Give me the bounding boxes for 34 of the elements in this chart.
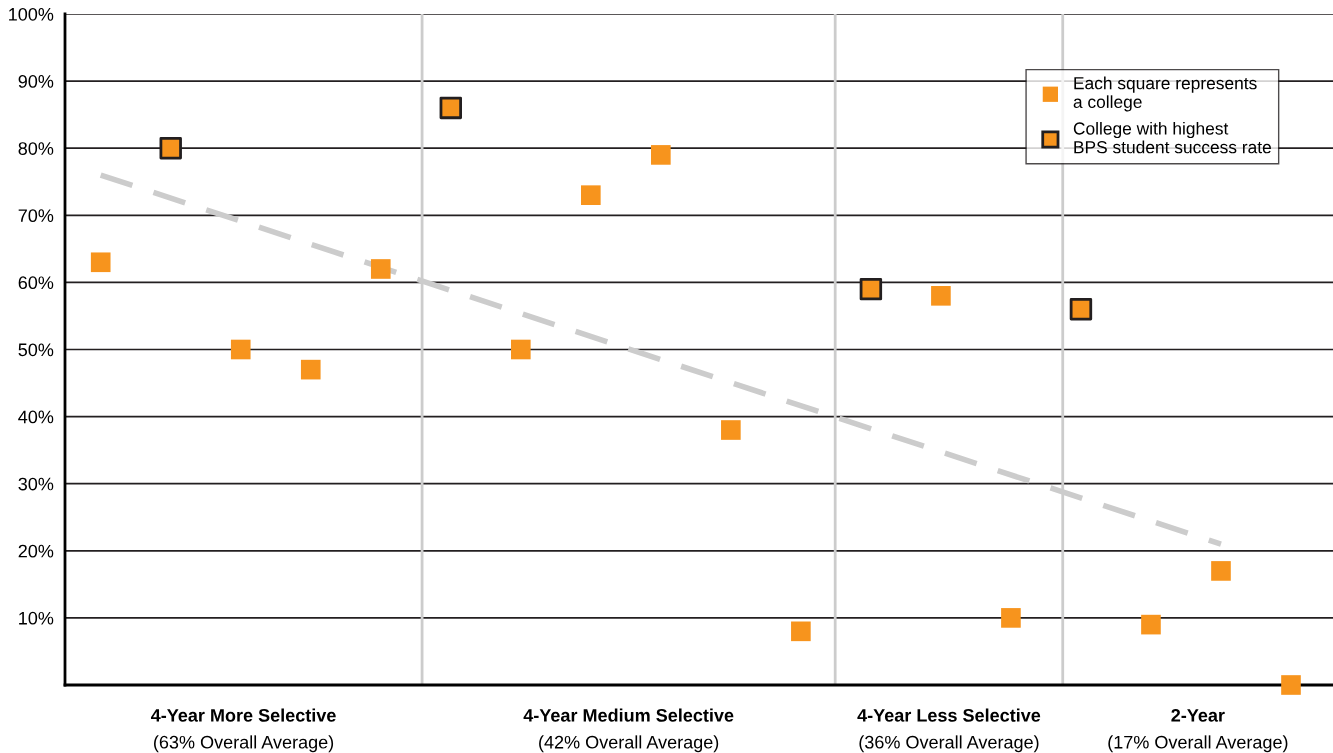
- y-tick-label: 90%: [18, 75, 54, 88]
- legend-label: Each square represents a college: [1073, 76, 1257, 112]
- y-tick-label: 40%: [18, 410, 54, 424]
- text: 2-Year (17% Overall Average): [1108, 708, 1288, 753]
- point: [791, 621, 811, 642]
- y-tick-label: 100%: [9, 7, 54, 21]
- point: [1211, 561, 1231, 581]
- point: [510, 339, 531, 360]
- point: [1001, 608, 1021, 628]
- point: [370, 259, 391, 279]
- y-tick-label: 30%: [18, 477, 54, 491]
- text: 4-Year Medium Selective (42% Overall Average): [523, 708, 734, 753]
- point: [159, 136, 182, 160]
- point: [651, 145, 671, 165]
- y-tick-label: 80%: [18, 142, 54, 155]
- point: [859, 277, 883, 301]
- point: [721, 420, 741, 440]
- text: 4-Year More Selective (63% Overall Average): [150, 708, 336, 753]
- y-tick-label: 50%: [18, 343, 54, 357]
- point: [439, 96, 462, 120]
- point: [1281, 675, 1301, 695]
- y-tick-label: 10%: [19, 611, 54, 625]
- point: [931, 286, 951, 306]
- legend-label: College with highest BPS student success rate: [1073, 121, 1271, 154]
- point: [300, 359, 321, 380]
- point: [90, 252, 111, 273]
- y-tick-label: 60%: [18, 276, 54, 290]
- point: [230, 339, 251, 360]
- text: 4-Year Less Selective (36% Overall Average): [857, 708, 1041, 753]
- point: [1069, 298, 1093, 321]
- y-tick-label: 70%: [18, 209, 54, 223]
- point: [1141, 614, 1161, 635]
- y-tick-label: 20%: [18, 544, 54, 558]
- point: [581, 185, 601, 205]
